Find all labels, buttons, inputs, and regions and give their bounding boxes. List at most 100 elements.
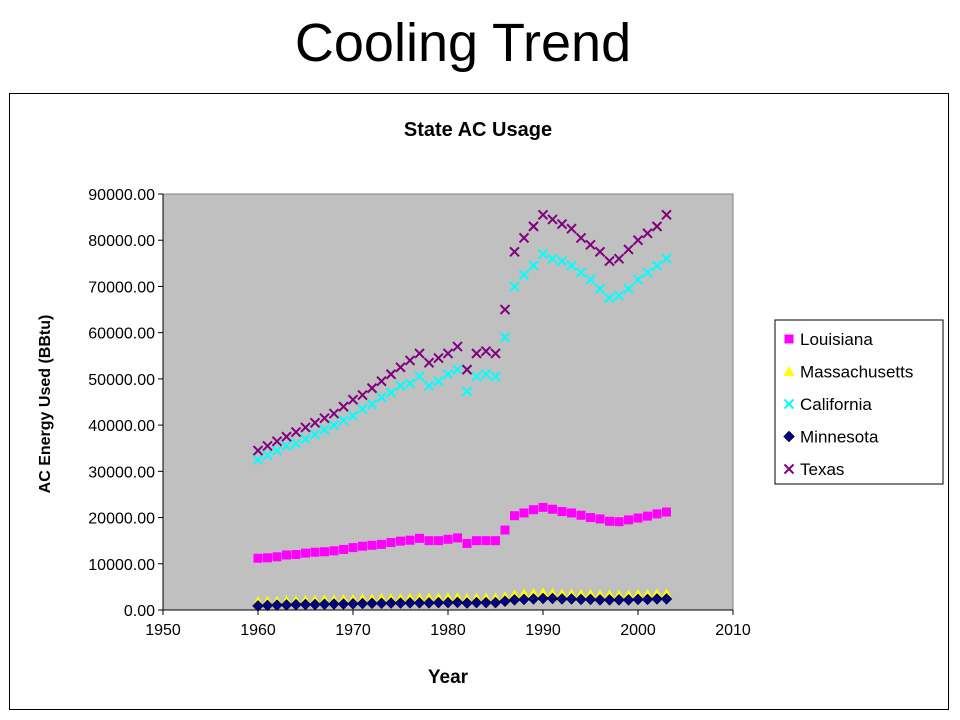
data-point-california xyxy=(518,269,530,281)
data-point-texas xyxy=(423,357,435,368)
data-point-texas xyxy=(281,431,292,442)
data-point-texas xyxy=(452,341,463,352)
y-tick-label: 30000.00 xyxy=(88,464,155,481)
data-point-louisiana xyxy=(586,513,595,523)
legend-label-louisiana: Louisiana xyxy=(800,330,873,349)
data-point-texas xyxy=(509,246,520,257)
data-point-texas xyxy=(594,246,606,257)
legend-label-california: California xyxy=(800,395,872,414)
data-point-texas xyxy=(585,239,596,251)
data-point-california xyxy=(547,253,558,264)
data-point-minnesota xyxy=(280,599,293,611)
data-point-minnesota xyxy=(575,593,587,606)
data-point-california xyxy=(632,274,644,285)
series-minnesota xyxy=(252,592,673,612)
data-point-louisiana xyxy=(367,540,377,550)
data-point-louisiana xyxy=(500,525,510,535)
data-point-texas xyxy=(642,228,653,239)
data-point-california xyxy=(252,454,264,465)
data-point-california xyxy=(585,274,596,285)
series-california xyxy=(252,248,672,465)
data-point-minnesota xyxy=(394,597,407,609)
data-point-louisiana xyxy=(595,514,605,524)
data-point-california xyxy=(338,415,349,426)
data-point-california xyxy=(490,371,501,382)
data-point-california xyxy=(537,248,549,260)
data-point-california xyxy=(395,380,406,392)
y-tick-label: 20000.00 xyxy=(88,511,155,528)
data-point-california xyxy=(604,292,615,304)
data-point-minnesota xyxy=(318,598,331,611)
series-louisiana xyxy=(253,502,671,563)
data-point-california xyxy=(404,378,416,389)
data-point-louisiana xyxy=(462,538,472,548)
x-tick-label: 2010 xyxy=(715,622,751,639)
data-point-minnesota xyxy=(271,599,283,612)
data-point-louisiana xyxy=(282,550,291,560)
data-point-california xyxy=(509,281,520,292)
data-point-louisiana xyxy=(529,505,538,515)
data-point-minnesota xyxy=(442,596,454,609)
data-point-texas xyxy=(661,209,672,221)
data-point-california xyxy=(290,438,302,449)
legend-marker-texas xyxy=(783,463,795,475)
data-point-california xyxy=(376,392,387,403)
data-point-california xyxy=(528,260,539,271)
legend-item-louisiana: Louisiana xyxy=(784,330,873,349)
data-point-louisiana xyxy=(301,548,310,558)
data-point-minnesota xyxy=(375,597,388,610)
data-point-texas xyxy=(262,440,273,452)
legend: Louisiana Massachusetts California Minnesot… xyxy=(774,319,944,485)
slide-title: Cooling Trend xyxy=(294,13,632,73)
data-point-louisiana xyxy=(548,504,557,514)
data-point-minnesota xyxy=(413,596,426,609)
data-point-massachusetts xyxy=(537,587,549,598)
data-point-california xyxy=(385,387,397,398)
data-point-texas xyxy=(480,345,492,357)
data-point-texas xyxy=(547,214,558,225)
legend-item-texas: Texas xyxy=(783,460,844,479)
data-point-texas xyxy=(433,352,444,364)
series-layer xyxy=(252,209,673,612)
x-tick-label: 1980 xyxy=(430,622,466,639)
legend-box xyxy=(774,319,944,485)
data-point-texas xyxy=(537,209,549,221)
data-point-texas xyxy=(328,408,340,419)
scatter-chart: State AC Usage 0.00 10000.00 20000.00 30000… xyxy=(37,119,944,688)
data-point-texas xyxy=(623,244,634,255)
data-point-louisiana xyxy=(253,553,263,563)
data-point-minnesota xyxy=(347,597,359,610)
data-point-minnesota xyxy=(546,592,559,605)
data-point-texas xyxy=(271,436,283,447)
data-point-minnesota xyxy=(660,593,673,605)
data-point-texas xyxy=(490,348,501,359)
data-point-california xyxy=(328,419,340,431)
data-point-minnesota xyxy=(290,598,302,611)
data-point-california xyxy=(452,364,463,375)
data-point-texas xyxy=(252,445,264,456)
data-point-texas xyxy=(319,412,330,424)
data-point-minnesota xyxy=(641,593,654,606)
data-point-minnesota xyxy=(404,596,416,609)
data-point-texas xyxy=(357,389,368,401)
data-point-texas xyxy=(338,401,349,412)
legend-marker-louisiana xyxy=(784,334,794,344)
data-point-california xyxy=(594,283,606,294)
data-point-louisiana xyxy=(557,507,567,517)
data-point-louisiana xyxy=(472,536,481,546)
data-point-louisiana xyxy=(396,536,405,546)
data-point-california xyxy=(556,255,568,267)
data-point-louisiana xyxy=(538,502,548,512)
legend-marker-massachusetts xyxy=(783,366,795,376)
data-point-minnesota xyxy=(366,597,378,610)
data-point-minnesota xyxy=(432,596,445,609)
y-tick-label: 40000.00 xyxy=(88,418,155,435)
data-point-minnesota xyxy=(423,596,435,609)
data-point-louisiana xyxy=(329,546,339,556)
data-point-texas xyxy=(566,223,577,234)
data-point-minnesota xyxy=(594,593,606,606)
y-tick-label: 90000.00 xyxy=(88,187,155,204)
data-point-minnesota xyxy=(632,593,644,606)
data-point-texas xyxy=(613,253,625,264)
data-point-texas xyxy=(347,394,359,405)
